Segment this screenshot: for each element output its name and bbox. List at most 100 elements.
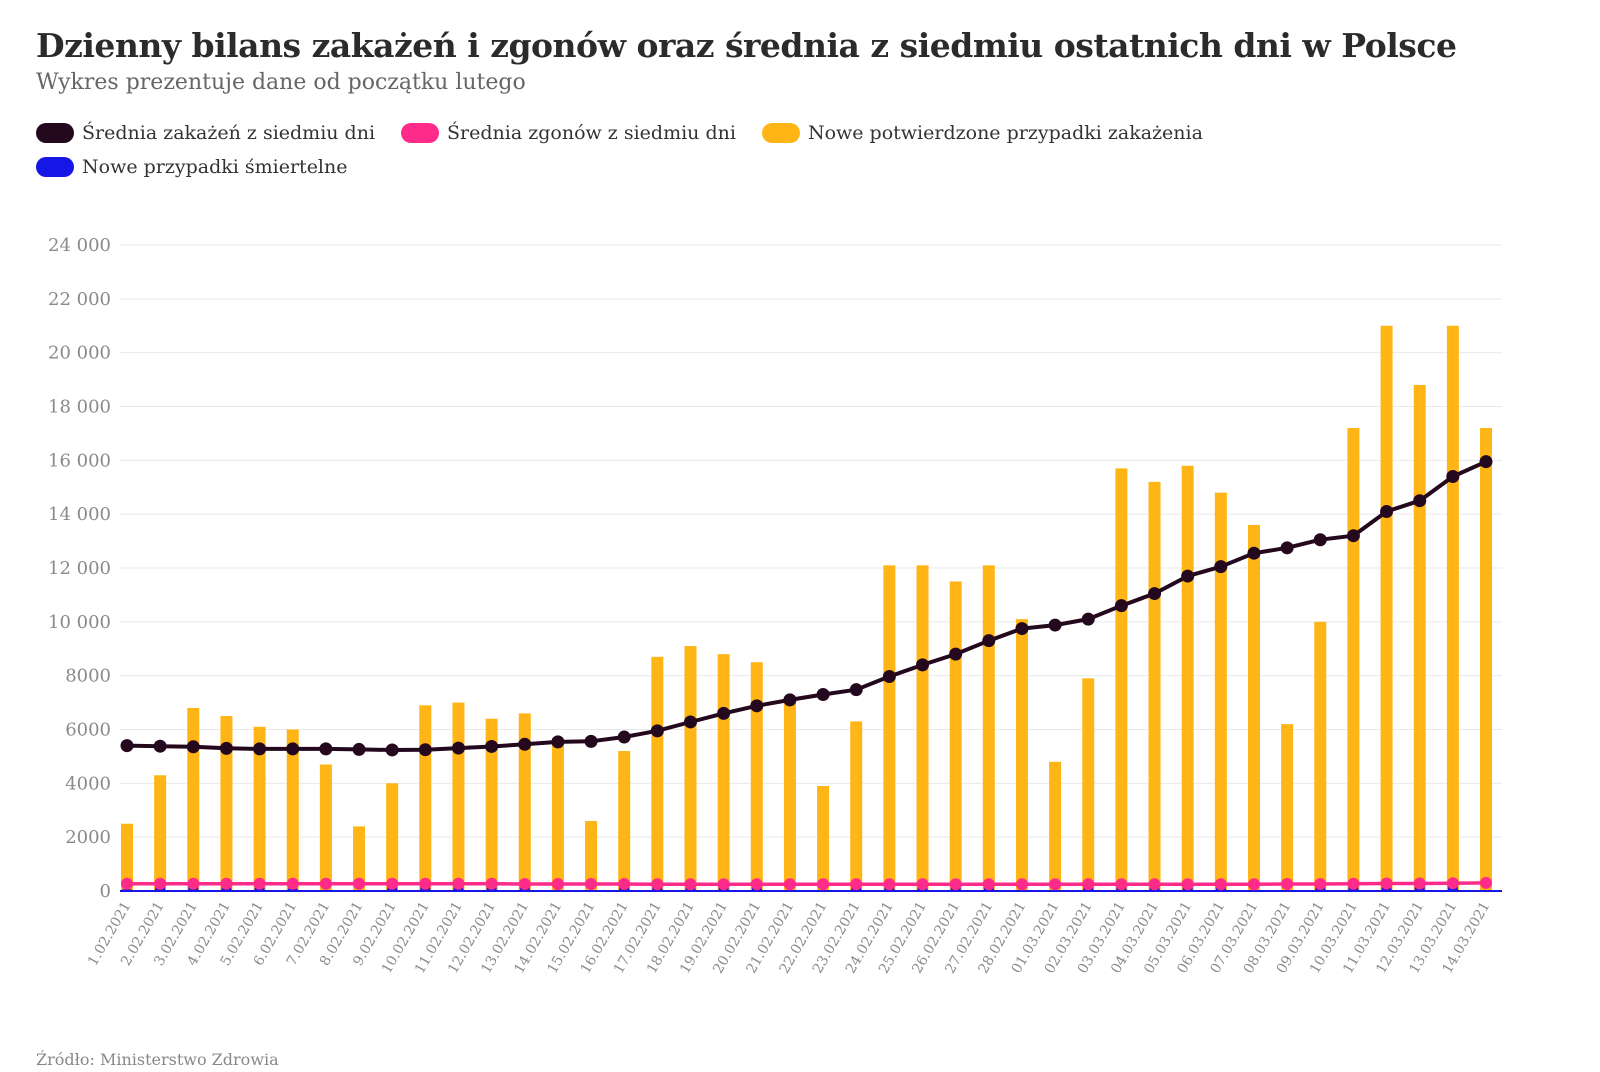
y-tick-label: 22 000 xyxy=(48,289,111,310)
point-avg-deaths xyxy=(883,878,896,891)
bar-new-cases xyxy=(717,654,730,891)
bar-new-cases xyxy=(883,565,896,891)
point-avg-infections xyxy=(518,737,532,751)
point-avg-infections xyxy=(916,658,930,672)
legend-label-new-cases: Nowe potwierdzone przypadki zakażenia xyxy=(807,122,1203,144)
bar-new-cases xyxy=(585,821,598,891)
y-tick-label: 12 000 xyxy=(48,558,111,579)
point-avg-deaths xyxy=(817,878,830,891)
bar-new-cases xyxy=(286,729,299,891)
point-avg-infections xyxy=(1380,504,1394,518)
bar-new-deaths xyxy=(287,888,298,891)
point-avg-infections xyxy=(617,730,631,744)
bar-new-cases xyxy=(1480,428,1492,891)
point-avg-infections xyxy=(683,715,697,729)
bar-new-cases xyxy=(1115,468,1128,891)
legend-swatch-new-deaths xyxy=(36,157,74,177)
point-avg-deaths xyxy=(154,877,167,890)
bar-new-cases xyxy=(353,826,366,891)
bar-new-cases xyxy=(618,751,631,891)
point-avg-infections xyxy=(418,743,432,757)
legend-swatch-new-cases xyxy=(761,123,800,143)
point-avg-infections xyxy=(451,741,465,755)
y-tick-label: 10 000 xyxy=(48,612,111,633)
point-avg-infections xyxy=(584,734,598,748)
legend-item-new-cases[interactable]: Nowe potwierdzone przypadki zakażenia xyxy=(761,122,1203,144)
legend-label-avg-deaths: Średnia zgonów z siedmiu dni xyxy=(447,122,736,144)
point-avg-infections xyxy=(219,741,233,755)
y-tick-label: 8000 xyxy=(65,666,111,687)
point-avg-infections xyxy=(717,706,731,720)
bar-new-cases xyxy=(1380,325,1393,891)
point-avg-deaths xyxy=(1015,878,1028,891)
bar-new-cases xyxy=(1347,428,1360,891)
point-avg-deaths xyxy=(1115,878,1128,891)
legend-item-new-deaths[interactable]: Nowe przypadki śmiertelne xyxy=(36,156,348,178)
bar-new-cases xyxy=(1049,761,1062,891)
point-avg-infections xyxy=(783,693,797,707)
point-avg-deaths xyxy=(949,878,962,891)
point-avg-infections xyxy=(1114,599,1128,613)
point-avg-infections xyxy=(253,742,267,756)
point-avg-deaths xyxy=(618,878,631,891)
legend-item-avg-infections[interactable]: Średnia zakażeń z siedmiu dni xyxy=(36,122,375,144)
point-avg-infections xyxy=(882,669,896,683)
bar-new-cases xyxy=(1214,492,1227,891)
y-tick-label: 14 000 xyxy=(48,504,111,525)
bars xyxy=(121,325,1492,891)
legend-item-avg-deaths[interactable]: Średnia zgonów z siedmiu dni xyxy=(401,122,736,144)
point-avg-deaths xyxy=(319,877,332,890)
legend-row-1: Średnia zakażeń z siedmiu dni Średnia zg… xyxy=(36,116,1536,150)
point-avg-infections xyxy=(1446,469,1460,483)
point-avg-deaths xyxy=(651,878,664,891)
legend: Średnia zakażeń z siedmiu dni Średnia zg… xyxy=(36,116,1536,184)
average-lines xyxy=(120,455,1493,891)
y-tick-label: 6000 xyxy=(65,720,111,741)
y-tick-label: 18 000 xyxy=(48,397,111,418)
y-tick-label: 16 000 xyxy=(48,450,111,471)
point-avg-deaths xyxy=(1413,877,1426,890)
point-avg-infections xyxy=(1247,546,1261,560)
source-note: Źródło: Ministerstwo Zdrowia xyxy=(36,1050,279,1069)
bar-new-cases xyxy=(916,565,929,891)
point-avg-infections xyxy=(816,688,830,702)
point-avg-deaths xyxy=(1480,876,1492,889)
bar-new-cases xyxy=(253,726,266,891)
bar-new-cases xyxy=(518,713,531,891)
point-avg-deaths xyxy=(1148,878,1161,891)
gridlines xyxy=(120,244,1502,838)
point-avg-deaths xyxy=(419,877,432,890)
point-avg-infections xyxy=(153,739,167,753)
point-avg-infections xyxy=(319,742,333,756)
bar-new-cases xyxy=(1181,465,1194,891)
bar-new-cases xyxy=(1281,724,1294,891)
point-avg-deaths xyxy=(1181,878,1194,891)
point-avg-deaths xyxy=(386,877,399,890)
bar-new-cases xyxy=(121,823,133,891)
point-avg-deaths xyxy=(783,878,796,891)
point-avg-deaths xyxy=(121,877,133,890)
point-avg-infections xyxy=(982,634,996,648)
y-tick-label: 20 000 xyxy=(48,343,111,364)
bar-new-cases xyxy=(982,565,995,891)
point-avg-deaths xyxy=(1446,877,1459,890)
bar-new-cases xyxy=(319,764,332,891)
y-axis: 24 000 22 000 20 000 18 000 16 000 14 000 12 0… xyxy=(48,235,111,902)
bar-new-cases xyxy=(850,721,863,891)
point-avg-infections xyxy=(1346,529,1360,543)
point-avg-infections xyxy=(485,739,499,753)
point-avg-deaths xyxy=(485,877,498,890)
point-avg-infections xyxy=(385,743,399,757)
x-axis: 1.02.20212.02.20213.02.20214.02.20215.02… xyxy=(85,899,1493,976)
bar-new-cases xyxy=(1446,325,1459,891)
bar-new-cases xyxy=(220,716,233,891)
point-avg-deaths xyxy=(684,878,697,891)
bar-new-cases xyxy=(154,775,167,891)
y-tick-label: 4000 xyxy=(65,773,111,794)
bar-new-cases xyxy=(1015,619,1028,891)
point-avg-deaths xyxy=(1380,877,1393,890)
point-avg-deaths xyxy=(1049,878,1062,891)
point-avg-infections xyxy=(1148,587,1162,601)
point-avg-deaths xyxy=(717,878,730,891)
y-tick-label: 2000 xyxy=(65,827,111,848)
